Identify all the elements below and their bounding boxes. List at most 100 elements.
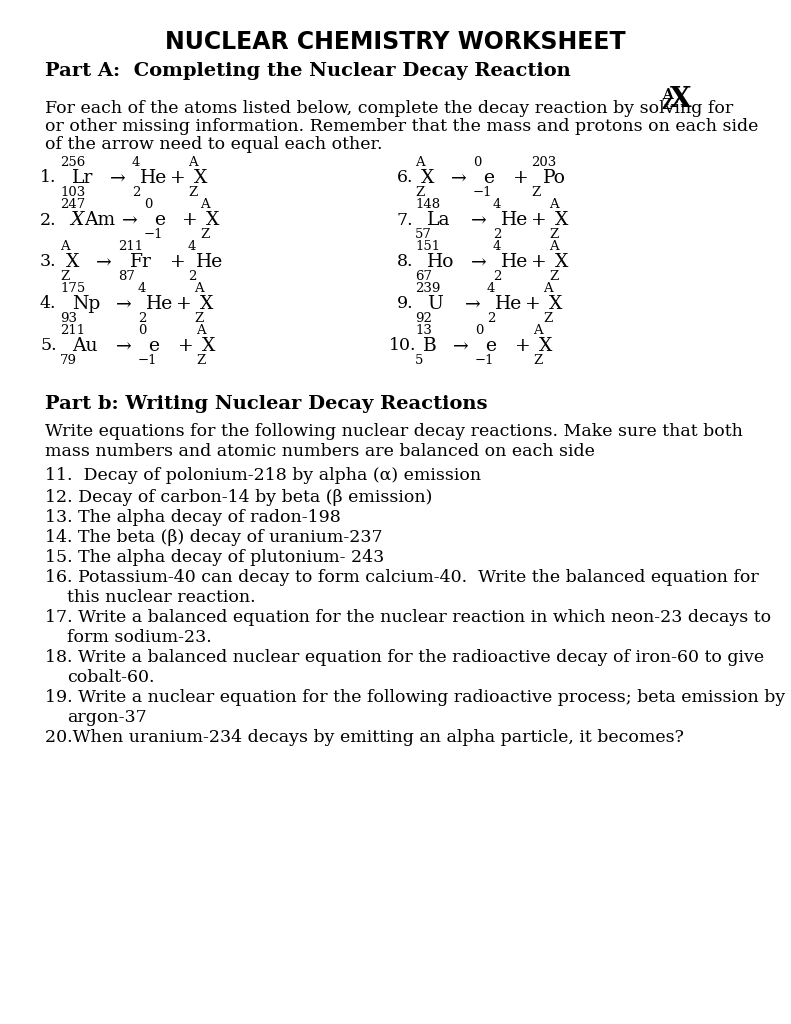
Text: 148: 148 xyxy=(415,199,440,212)
Text: 79: 79 xyxy=(60,354,77,368)
Text: X: X xyxy=(539,337,552,355)
Text: Z: Z xyxy=(200,228,210,242)
Text: X: X xyxy=(70,211,83,229)
Text: X: X xyxy=(206,211,219,229)
Text: He: He xyxy=(196,253,223,271)
Text: A: A xyxy=(549,241,558,254)
Text: 247: 247 xyxy=(60,199,85,212)
Text: 9.: 9. xyxy=(397,296,414,312)
Text: X: X xyxy=(670,86,691,113)
Text: form sodium-23.: form sodium-23. xyxy=(67,629,212,646)
Text: e: e xyxy=(483,169,494,187)
Text: Write equations for the following nuclear decay reactions. Make sure that both: Write equations for the following nuclea… xyxy=(45,423,743,440)
Text: 211: 211 xyxy=(118,241,143,254)
Text: Z: Z xyxy=(415,186,424,200)
Text: He: He xyxy=(501,211,528,229)
Text: X: X xyxy=(194,169,207,187)
Text: +: + xyxy=(525,295,541,313)
Text: 0: 0 xyxy=(475,325,483,338)
Text: →: → xyxy=(471,253,486,271)
Text: 103: 103 xyxy=(60,186,85,200)
Text: +: + xyxy=(170,169,186,187)
Text: Part b: Writing Nuclear Decay Reactions: Part b: Writing Nuclear Decay Reactions xyxy=(45,395,487,413)
Text: 6.: 6. xyxy=(397,170,414,186)
Text: →: → xyxy=(116,295,132,313)
Text: Z: Z xyxy=(549,228,558,242)
Text: →: → xyxy=(453,337,469,355)
Text: Au: Au xyxy=(72,337,97,355)
Text: X: X xyxy=(202,337,215,355)
Text: A: A xyxy=(60,241,70,254)
Text: 10.: 10. xyxy=(389,338,417,354)
Text: Po: Po xyxy=(543,169,566,187)
Text: 67: 67 xyxy=(415,270,432,284)
Text: +: + xyxy=(182,211,198,229)
Text: 20.When uranium-234 decays by emitting an alpha particle, it becomes?: 20.When uranium-234 decays by emitting a… xyxy=(45,729,684,746)
Text: 16. Potassium-40 can decay to form calcium-40.  Write the balanced equation for: 16. Potassium-40 can decay to form calci… xyxy=(45,569,759,586)
Text: A: A xyxy=(188,157,198,170)
Text: A: A xyxy=(196,325,206,338)
Text: 19. Write a nuclear equation for the following radioactive process; beta emissio: 19. Write a nuclear equation for the fol… xyxy=(45,689,785,706)
Text: Z: Z xyxy=(533,354,543,368)
Text: Z: Z xyxy=(662,98,672,112)
Text: 8.: 8. xyxy=(397,254,414,270)
Text: 0: 0 xyxy=(138,325,146,338)
Text: A: A xyxy=(194,283,203,296)
Text: Z: Z xyxy=(531,186,540,200)
Text: A: A xyxy=(200,199,210,212)
Text: He: He xyxy=(146,295,173,313)
Text: argon-37: argon-37 xyxy=(67,709,147,726)
Text: 1.: 1. xyxy=(40,170,56,186)
Text: 2: 2 xyxy=(487,312,495,326)
Text: +: + xyxy=(531,253,547,271)
Text: 2: 2 xyxy=(493,270,501,284)
Text: 2: 2 xyxy=(138,312,146,326)
Text: X: X xyxy=(555,253,569,271)
Text: He: He xyxy=(140,169,167,187)
Text: 14. The beta (β) decay of uranium-237: 14. The beta (β) decay of uranium-237 xyxy=(45,529,383,546)
Text: Ho: Ho xyxy=(427,253,455,271)
Text: −1: −1 xyxy=(473,186,493,200)
Text: 211: 211 xyxy=(60,325,85,338)
Text: 11.  Decay of polonium-218 by alpha (α) emission: 11. Decay of polonium-218 by alpha (α) e… xyxy=(45,467,481,484)
Text: 4: 4 xyxy=(132,157,140,170)
Text: +: + xyxy=(515,337,531,355)
Text: →: → xyxy=(465,295,481,313)
Text: A: A xyxy=(533,325,543,338)
Text: 256: 256 xyxy=(60,157,85,170)
Text: →: → xyxy=(122,211,138,229)
Text: 2: 2 xyxy=(132,186,140,200)
Text: −1: −1 xyxy=(144,228,164,242)
Text: 0: 0 xyxy=(144,199,153,212)
Text: −1: −1 xyxy=(138,354,157,368)
Text: A: A xyxy=(549,199,558,212)
Text: 239: 239 xyxy=(415,283,441,296)
Text: 2: 2 xyxy=(188,270,196,284)
Text: 13. The alpha decay of radon-198: 13. The alpha decay of radon-198 xyxy=(45,509,341,526)
Text: Z: Z xyxy=(194,312,203,326)
Text: B: B xyxy=(423,337,437,355)
Text: →: → xyxy=(471,211,486,229)
Text: of the arrow need to equal each other.: of the arrow need to equal each other. xyxy=(45,136,383,153)
Text: or other missing information. Remember that the mass and protons on each side: or other missing information. Remember t… xyxy=(45,118,759,135)
Text: 92: 92 xyxy=(415,312,432,326)
Text: 2: 2 xyxy=(493,228,501,242)
Text: U: U xyxy=(427,295,443,313)
Text: Lr: Lr xyxy=(72,169,93,187)
Text: cobalt-60.: cobalt-60. xyxy=(67,669,154,686)
Text: 4: 4 xyxy=(493,241,501,254)
Text: 4: 4 xyxy=(188,241,196,254)
Text: Am: Am xyxy=(84,211,115,229)
Text: 4: 4 xyxy=(487,283,495,296)
Text: Np: Np xyxy=(72,295,100,313)
Text: X: X xyxy=(200,295,214,313)
Text: →: → xyxy=(110,169,126,187)
Text: 5.: 5. xyxy=(40,338,57,354)
Text: +: + xyxy=(513,169,528,187)
Text: +: + xyxy=(176,295,191,313)
Text: →: → xyxy=(116,337,132,355)
Text: X: X xyxy=(421,169,434,187)
Text: He: He xyxy=(501,253,528,271)
Text: X: X xyxy=(66,253,79,271)
Text: NUCLEAR CHEMISTRY WORKSHEET: NUCLEAR CHEMISTRY WORKSHEET xyxy=(165,30,626,54)
